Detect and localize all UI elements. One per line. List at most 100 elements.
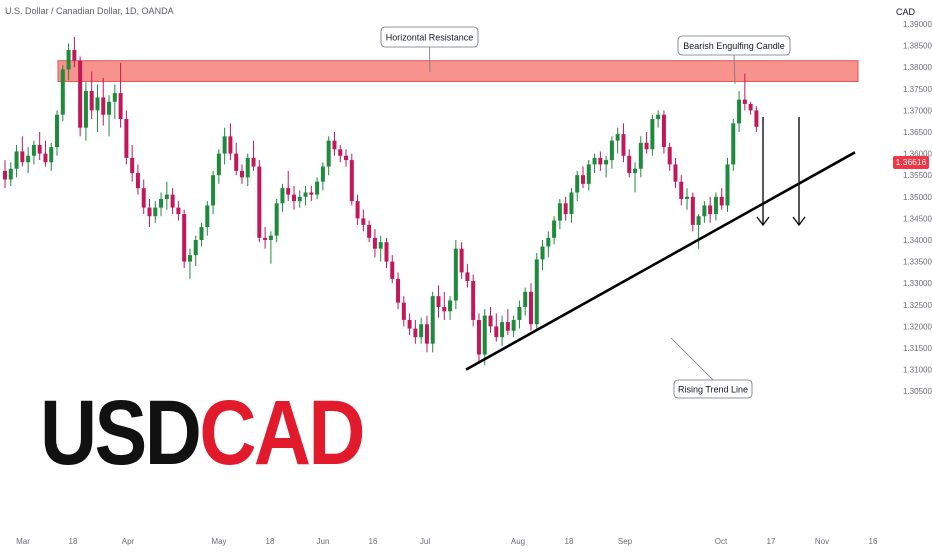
- down-arrow-head: [756, 216, 770, 227]
- candle-body: [268, 235, 273, 240]
- x-tick-label: 18: [565, 537, 574, 546]
- candle-body: [153, 207, 158, 217]
- candle-body: [673, 164, 678, 182]
- candle-body: [344, 155, 349, 161]
- candle-body: [147, 207, 152, 217]
- candle-body: [37, 144, 42, 154]
- candle-body: [453, 248, 458, 301]
- candle-body: [719, 196, 724, 206]
- logo-quote-currency: CAD: [199, 382, 365, 484]
- x-tick-label: May: [211, 537, 226, 546]
- candle-body: [378, 242, 383, 249]
- candle-body: [523, 291, 528, 307]
- candle-body: [31, 144, 36, 156]
- x-tick-label: Aug: [511, 537, 525, 546]
- candle-body: [159, 198, 164, 208]
- y-tick-label: 1.32500: [903, 301, 932, 310]
- resistance-callout-pointer: [429, 46, 431, 73]
- candle-body: [245, 157, 250, 178]
- candle-body: [205, 205, 210, 228]
- candle-body: [251, 157, 256, 167]
- candle-body: [280, 188, 285, 204]
- candle-body: [586, 164, 591, 184]
- candle-body: [534, 259, 539, 325]
- candle-body: [696, 216, 701, 225]
- candle-body: [176, 207, 181, 215]
- candle-body: [20, 151, 25, 163]
- candle-body: [581, 175, 585, 184]
- engulfing-callout-box: [677, 35, 791, 56]
- candle-body: [667, 147, 672, 165]
- engulfing-callout-pointer: [733, 54, 736, 85]
- pair-logo: USDCAD: [40, 387, 366, 479]
- candle-body: [396, 278, 401, 303]
- candle-body: [563, 203, 568, 215]
- candle-body: [413, 328, 418, 338]
- candle-body: [436, 296, 441, 307]
- candle-body: [8, 168, 13, 180]
- y-tick-label: 1.38500: [903, 42, 932, 51]
- candle-body: [14, 151, 19, 169]
- candle-body: [552, 220, 557, 238]
- x-tick-label: 16: [869, 537, 878, 546]
- candle-body: [615, 134, 620, 141]
- candle-body: [500, 322, 505, 338]
- y-tick-label: 1.35000: [903, 193, 932, 202]
- candle-body: [101, 97, 106, 115]
- y-tick-label: 1.35500: [903, 171, 932, 180]
- candle-body: [690, 196, 695, 225]
- y-tick-label: 1.34000: [903, 236, 932, 245]
- candle-body: [575, 175, 580, 193]
- candle-body: [476, 319, 481, 355]
- candle-body: [638, 142, 643, 169]
- candle-body: [332, 140, 337, 150]
- candle-body: [355, 201, 360, 219]
- candle-body: [361, 218, 366, 225]
- candle-body: [199, 227, 204, 240]
- candle-body: [459, 248, 464, 273]
- x-tick-label: Jul: [420, 537, 430, 546]
- candle-body: [708, 205, 713, 215]
- candle-body: [390, 261, 395, 279]
- candle-body: [372, 237, 377, 249]
- candle-body: [401, 302, 406, 320]
- candle-body: [742, 99, 747, 104]
- candle-body: [43, 153, 48, 163]
- y-tick-label: 1.31000: [903, 366, 932, 375]
- candle-body: [442, 306, 447, 312]
- y-tick-label: 1.31500: [903, 344, 932, 353]
- candle-body: [650, 119, 655, 150]
- candle-body: [3, 170, 7, 180]
- x-tick-label: 17: [767, 537, 776, 546]
- x-tick-label: Jun: [317, 537, 330, 546]
- candle-body: [130, 157, 135, 174]
- candle-body: [737, 99, 742, 124]
- candle-body: [725, 164, 730, 206]
- candle-body: [216, 153, 221, 176]
- candle-body: [49, 147, 54, 163]
- y-tick-label: 1.37000: [903, 106, 932, 115]
- candle-body: [621, 134, 626, 156]
- candle-body: [633, 168, 638, 174]
- y-tick-label: 1.39000: [903, 20, 932, 29]
- last-price-tag: 1.36616: [893, 156, 929, 169]
- x-tick-label: 18: [69, 537, 78, 546]
- down-arrow-head: [792, 216, 806, 227]
- candle-body: [546, 237, 551, 247]
- candle-body: [112, 93, 117, 102]
- candle-body: [292, 194, 296, 202]
- candle-body: [661, 114, 666, 148]
- candle-body: [419, 324, 424, 338]
- candle-body: [488, 315, 493, 327]
- candle-body: [164, 194, 169, 199]
- candle-body: [517, 306, 522, 320]
- trendline-callout-label: Rising Trend Line: [678, 385, 748, 395]
- candle-body: [26, 155, 31, 163]
- candle-body: [598, 157, 603, 165]
- candle-body: [424, 324, 429, 344]
- y-tick-label: 1.33000: [903, 279, 932, 288]
- candle-body: [55, 114, 60, 148]
- candle-body: [731, 123, 736, 165]
- candle-body: [118, 93, 123, 120]
